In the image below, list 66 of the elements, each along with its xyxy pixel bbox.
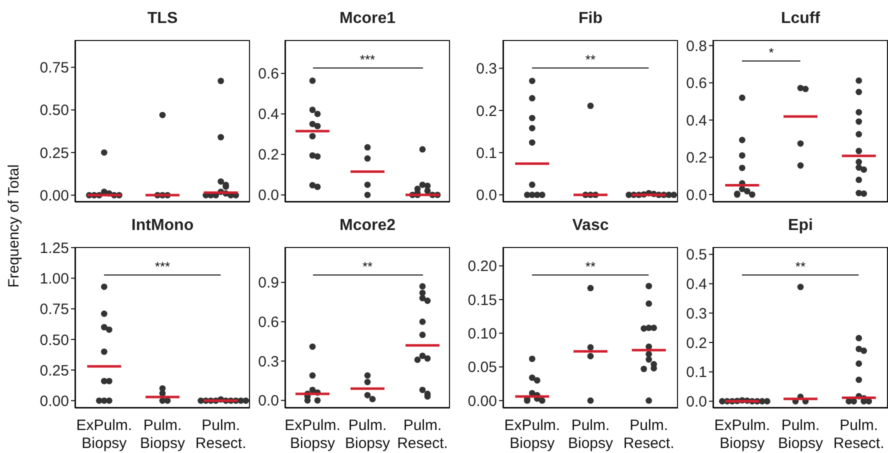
y-tick-label: 0.0 — [476, 187, 497, 204]
y-tick-label: 0.9 — [258, 274, 279, 292]
y-tick-label: 0.8 — [686, 38, 707, 55]
y-tick-label: 0.4 — [686, 276, 707, 294]
y-tick-label: 1.00 — [40, 270, 69, 288]
y-tick-label: 0.0 — [686, 186, 707, 204]
y-tick-label: 0.4 — [686, 112, 707, 130]
y-tick-label: 0.20 — [468, 258, 497, 276]
x-tick-label: Pulm. Biopsy — [568, 417, 614, 452]
y-tick-label: 0.50 — [40, 102, 69, 120]
chart-title: Vasc — [571, 217, 610, 235]
y-tick-label: 0.2 — [686, 150, 707, 167]
y-tick-label: 0.0 — [258, 392, 279, 410]
y-tick-label: 0.75 — [40, 301, 69, 318]
y-tick-label: 0.00 — [468, 392, 497, 410]
y-tick-label: 0.3 — [476, 60, 497, 78]
y-tick-label: 0.6 — [686, 75, 707, 92]
x-tick-label: Pulm. Biopsy — [344, 417, 391, 452]
y-tick-label: 0.1 — [686, 364, 707, 382]
y-tick-label: 0.15 — [468, 292, 497, 309]
y-tick-label: 0.2 — [476, 102, 497, 120]
annotation: ** — [584, 52, 597, 67]
chart-title: Mcore1 — [338, 10, 397, 28]
y-tick-label: 0.05 — [468, 359, 497, 376]
y-tick-label: 0.75 — [40, 60, 69, 77]
y-tick-label: 0.2 — [258, 146, 279, 164]
chart-title: Epi — [787, 217, 814, 235]
y-tick-label: 0.10 — [468, 326, 497, 343]
y-tick-label: 0.6 — [258, 314, 279, 332]
x-tick-label: Pulm. Resect. — [195, 417, 246, 452]
chart-title: Fib — [578, 10, 604, 28]
y-tick-label: 0.1 — [476, 144, 497, 162]
x-tick-label: Pulm. Resect. — [397, 417, 448, 452]
y-tick-label: 1.25 — [40, 240, 69, 257]
x-tick-label: Pulm. Resect. — [623, 417, 674, 452]
y-tick-label: 0.6 — [258, 66, 279, 83]
x-tick-label: Pulm. Resect. — [833, 417, 884, 452]
annotation: ** — [361, 259, 374, 274]
y-axis-title: Frequency of Total — [6, 164, 22, 288]
annotation: ** — [584, 259, 597, 274]
x-tick-label: Pulm. Biopsy — [778, 417, 824, 452]
y-tick-label: 0.2 — [686, 334, 707, 352]
annotation: ** — [794, 259, 807, 274]
x-tick-label: ExPulm. Biopsy — [504, 417, 560, 452]
x-tick-label: ExPulm. Biopsy — [284, 417, 340, 452]
y-tick-label: 0.0 — [686, 394, 707, 411]
y-tick-label: 0.50 — [40, 332, 69, 349]
chart-title: Mcore2 — [338, 217, 397, 235]
chart-title: Lcuff — [780, 10, 822, 28]
x-tick-label: Pulm. Biopsy — [140, 417, 186, 452]
y-tick-label: 0.0 — [258, 187, 279, 204]
chart-title: IntMono — [130, 217, 195, 235]
annotation: * — [768, 45, 775, 60]
y-tick-label: 0.5 — [686, 246, 707, 264]
chart-title: TLS — [146, 10, 179, 28]
x-tick-label: ExPulm. Biopsy — [714, 417, 770, 452]
y-tick-label: 0.00 — [40, 188, 69, 205]
annotation: *** — [358, 52, 376, 67]
annotation: *** — [154, 259, 172, 274]
y-tick-label: 0.25 — [40, 362, 69, 380]
y-tick-label: 0.25 — [40, 144, 69, 162]
y-tick-label: 0.3 — [258, 353, 279, 370]
x-tick-label: ExPulm. Biopsy — [76, 417, 132, 452]
y-tick-label: 0.4 — [258, 106, 279, 124]
y-tick-label: 0.3 — [686, 305, 707, 322]
y-tick-label: 0.00 — [40, 392, 69, 410]
